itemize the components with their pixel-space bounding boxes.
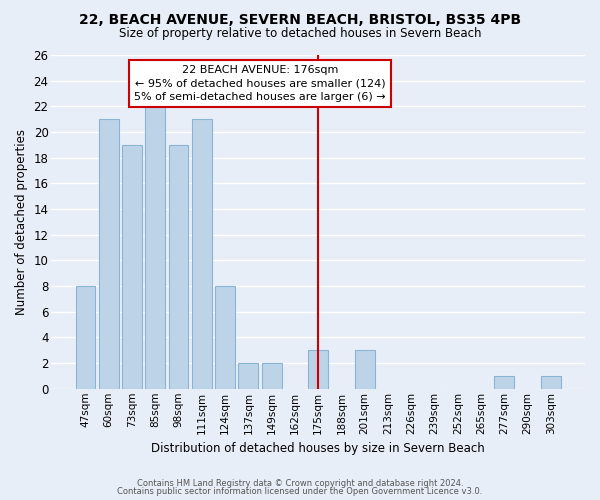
Bar <box>215 286 235 389</box>
Bar <box>262 363 281 389</box>
Text: 22, BEACH AVENUE, SEVERN BEACH, BRISTOL, BS35 4PB: 22, BEACH AVENUE, SEVERN BEACH, BRISTOL,… <box>79 12 521 26</box>
Y-axis label: Number of detached properties: Number of detached properties <box>15 129 28 315</box>
Bar <box>99 119 119 389</box>
Bar <box>541 376 561 389</box>
Bar <box>494 376 514 389</box>
Text: Contains public sector information licensed under the Open Government Licence v3: Contains public sector information licen… <box>118 487 482 496</box>
Bar <box>192 119 212 389</box>
Bar <box>122 145 142 389</box>
Text: 22 BEACH AVENUE: 176sqm
← 95% of detached houses are smaller (124)
5% of semi-de: 22 BEACH AVENUE: 176sqm ← 95% of detache… <box>134 66 386 102</box>
Bar <box>308 350 328 389</box>
Bar <box>145 106 165 389</box>
Bar <box>238 363 258 389</box>
Text: Contains HM Land Registry data © Crown copyright and database right 2024.: Contains HM Land Registry data © Crown c… <box>137 478 463 488</box>
Bar <box>169 145 188 389</box>
Bar <box>355 350 374 389</box>
Text: Size of property relative to detached houses in Severn Beach: Size of property relative to detached ho… <box>119 28 481 40</box>
X-axis label: Distribution of detached houses by size in Severn Beach: Distribution of detached houses by size … <box>151 442 485 455</box>
Bar <box>76 286 95 389</box>
